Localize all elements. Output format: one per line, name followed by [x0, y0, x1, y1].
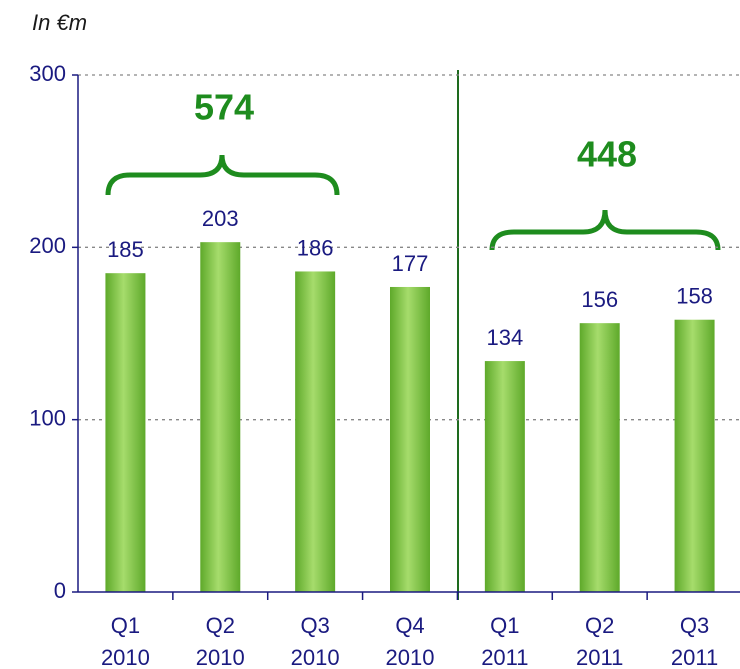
value-label: 203 — [202, 206, 239, 231]
x-tick-label: Q1 — [111, 613, 140, 638]
x-tick-label: 2010 — [196, 645, 245, 669]
x-tick-label: 2011 — [481, 645, 528, 669]
bar — [200, 242, 241, 592]
x-tick-label: 2010 — [386, 645, 435, 669]
annotation: 448 — [577, 134, 637, 175]
x-tick-label: Q3 — [300, 613, 329, 638]
x-tick-label: Q1 — [490, 613, 519, 638]
y-tick-label: 200 — [29, 233, 66, 258]
annotation: 574 — [194, 87, 254, 128]
y-tick-label: 100 — [29, 405, 66, 430]
value-label: 186 — [297, 235, 334, 260]
x-tick-label: 2010 — [291, 645, 340, 669]
unit-label: In €m — [32, 10, 87, 35]
bar — [484, 361, 525, 592]
x-tick-label: 2010 — [101, 645, 150, 669]
x-tick-label: 2011 — [671, 645, 718, 669]
value-label: 177 — [392, 251, 429, 276]
y-tick-label: 0 — [54, 578, 66, 603]
x-tick-label: 2011 — [576, 645, 623, 669]
bar — [390, 286, 430, 592]
bar — [295, 271, 336, 592]
brace — [489, 209, 721, 251]
value-label: 158 — [676, 284, 713, 309]
value-label: 156 — [581, 287, 618, 312]
bar — [674, 319, 715, 592]
brace — [105, 154, 340, 196]
x-tick-label: Q2 — [206, 613, 235, 638]
y-tick-label: 300 — [29, 61, 66, 86]
bar — [105, 273, 146, 592]
x-tick-label: Q3 — [680, 613, 709, 638]
value-label: 134 — [486, 325, 523, 350]
bar — [579, 323, 620, 592]
x-tick-label: Q2 — [585, 613, 614, 638]
x-tick-label: Q4 — [395, 613, 424, 638]
value-label: 185 — [107, 237, 144, 262]
